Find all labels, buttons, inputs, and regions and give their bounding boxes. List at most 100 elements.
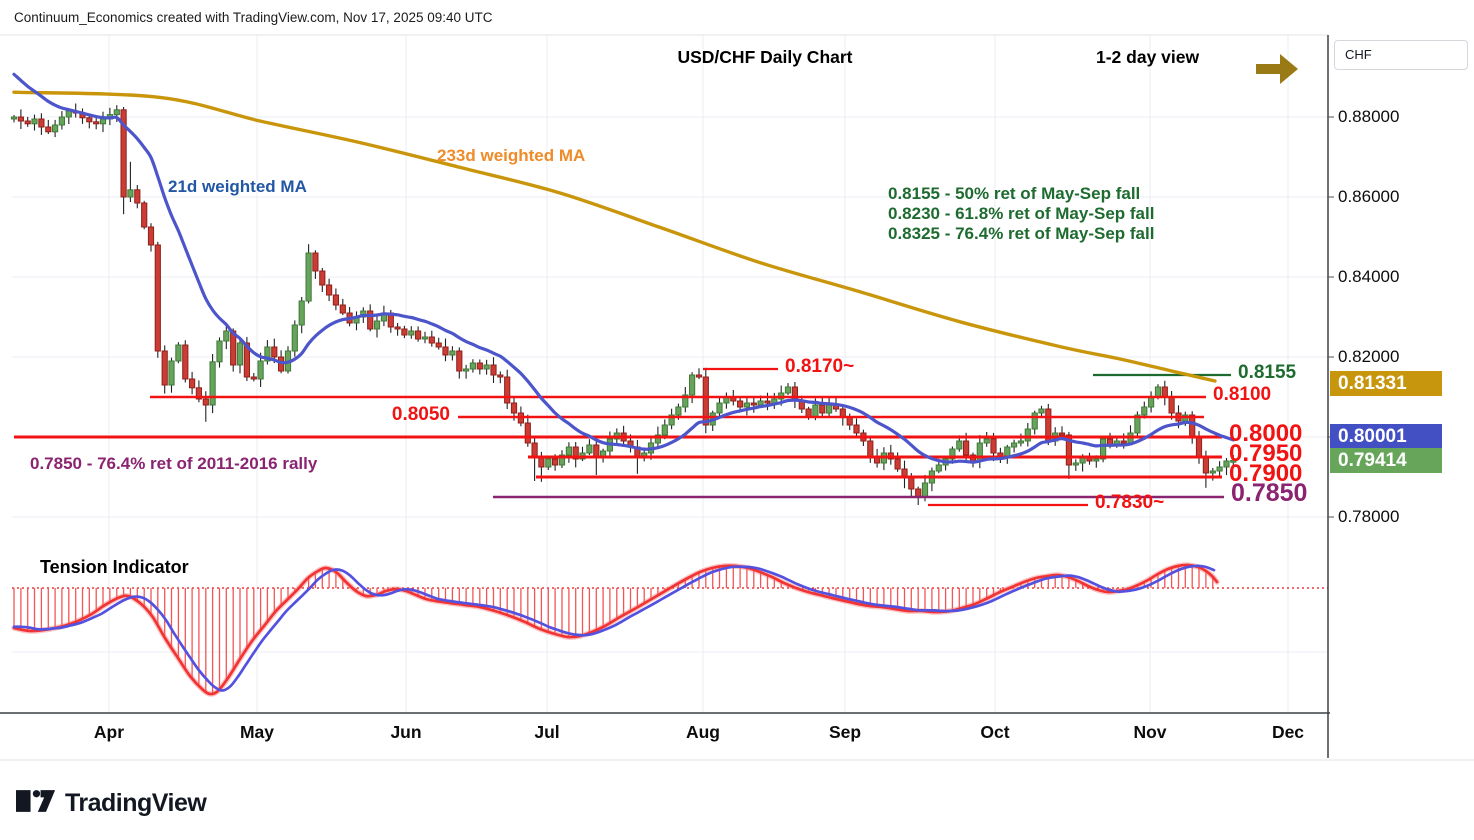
candle-body <box>1093 458 1100 462</box>
candle-body <box>695 374 703 378</box>
candle-body <box>682 394 689 408</box>
candle-body <box>963 440 970 456</box>
candle-body <box>45 126 52 133</box>
fib-retracement-annotations: 0.8155 - 50% ret of May-Sep fall 0.8230 -… <box>888 184 1154 244</box>
candle-body <box>558 454 566 466</box>
candle-body <box>127 189 134 198</box>
candle-body <box>654 434 661 444</box>
candle-body <box>298 300 305 326</box>
candle-body <box>524 422 531 444</box>
candle-body <box>894 458 901 470</box>
candle-body <box>93 121 100 125</box>
candle-body <box>305 252 312 302</box>
candle-body <box>428 336 435 344</box>
candle-body <box>1230 459 1237 463</box>
candle-body <box>867 440 874 458</box>
fib-annotation-line: 0.8230 - 61.8% ret of May-Sep fall <box>888 204 1155 223</box>
candle-body <box>908 476 915 490</box>
fib-annotation-line: 0.8325 - 76.4% ret of May-Sep fall <box>888 224 1155 243</box>
candle-body <box>202 398 209 406</box>
candle-body <box>504 376 511 404</box>
candle-body <box>935 464 942 472</box>
tradingview-logo-icon <box>16 786 56 821</box>
candle-body <box>182 344 189 380</box>
candle-body <box>175 344 182 362</box>
candle-body <box>271 346 278 358</box>
longterm-ret-annotation: 0.7850 - 76.4% ret of 2011-2016 rally <box>30 454 318 473</box>
candle-body <box>463 368 470 372</box>
candle-body <box>1141 406 1148 416</box>
candle-body <box>401 328 408 336</box>
candle-body <box>24 120 31 125</box>
candle-body <box>784 386 792 394</box>
candle-body <box>99 118 107 125</box>
view-horizon-label: 1-2 day view <box>1096 47 1200 67</box>
candle-body <box>1161 386 1168 398</box>
candle-body <box>661 424 668 436</box>
candle-body <box>853 424 860 434</box>
candle-body <box>737 400 744 408</box>
candle-body <box>1058 432 1066 436</box>
credit-line: Continuum_Economics created with Trading… <box>14 10 493 25</box>
candle-body <box>161 350 168 386</box>
candle-body <box>812 404 819 418</box>
candle-body <box>38 118 45 128</box>
candle-body <box>750 402 757 406</box>
candle-body <box>58 116 65 126</box>
candle-body <box>757 400 764 406</box>
candle-body <box>1024 428 1031 442</box>
candle-body <box>1038 408 1045 414</box>
candle-body <box>1223 460 1230 468</box>
tradingview-logo[interactable]: TradingView <box>16 786 207 821</box>
candle-body <box>236 342 244 366</box>
candle-body <box>17 116 24 122</box>
candle-body <box>456 350 463 372</box>
candle-body <box>243 342 251 378</box>
ma233-line <box>12 90 1217 383</box>
candle-body <box>113 109 120 116</box>
candle-body <box>1168 396 1175 414</box>
candle-body <box>394 326 401 330</box>
candle-body <box>1011 442 1018 448</box>
candle-body <box>593 444 600 458</box>
tension-indicator-label: Tension Indicator <box>40 557 189 577</box>
candle-body <box>1031 412 1038 430</box>
candle-body <box>716 402 723 414</box>
candle-body <box>421 336 429 340</box>
candle-body <box>1195 436 1203 458</box>
candle-body <box>1072 462 1079 466</box>
candle-body <box>86 117 93 123</box>
candle-body <box>1100 438 1107 460</box>
tension-fast-line <box>12 563 1219 696</box>
candle-body <box>415 330 422 340</box>
candle-body <box>510 402 518 414</box>
candle-body <box>189 378 196 389</box>
trend-arrow-icon <box>1254 48 1300 95</box>
candle-body <box>154 244 161 352</box>
ma21-label: 21d weighted MA <box>168 177 307 196</box>
symbol-search-box[interactable]: CHF <box>1334 40 1468 70</box>
candle-body <box>134 189 141 204</box>
candle-body <box>209 361 216 406</box>
candle-body <box>983 438 990 444</box>
candle-body <box>1120 440 1127 444</box>
chart-title: USD/CHF Daily Chart <box>677 47 853 67</box>
candle-body <box>675 406 682 416</box>
ma233-label: 233d weighted MA <box>437 146 586 165</box>
candle-body <box>120 109 127 198</box>
candle-body <box>442 346 449 356</box>
candle-body <box>250 376 257 380</box>
candle-body <box>264 346 271 362</box>
tension-slow-line <box>12 564 1216 692</box>
candle-body <box>668 414 675 426</box>
candle-body <box>1154 386 1162 398</box>
candle-body <box>373 320 381 330</box>
candle-body <box>483 364 490 370</box>
candle-body <box>1209 470 1216 474</box>
fib-annotation-line: 0.8155 - 50% ret of May-Sep fall <box>888 184 1141 203</box>
candle-body <box>1134 414 1141 434</box>
candle-body <box>702 376 709 426</box>
candle-body <box>10 116 18 120</box>
candle-body <box>1148 396 1155 408</box>
